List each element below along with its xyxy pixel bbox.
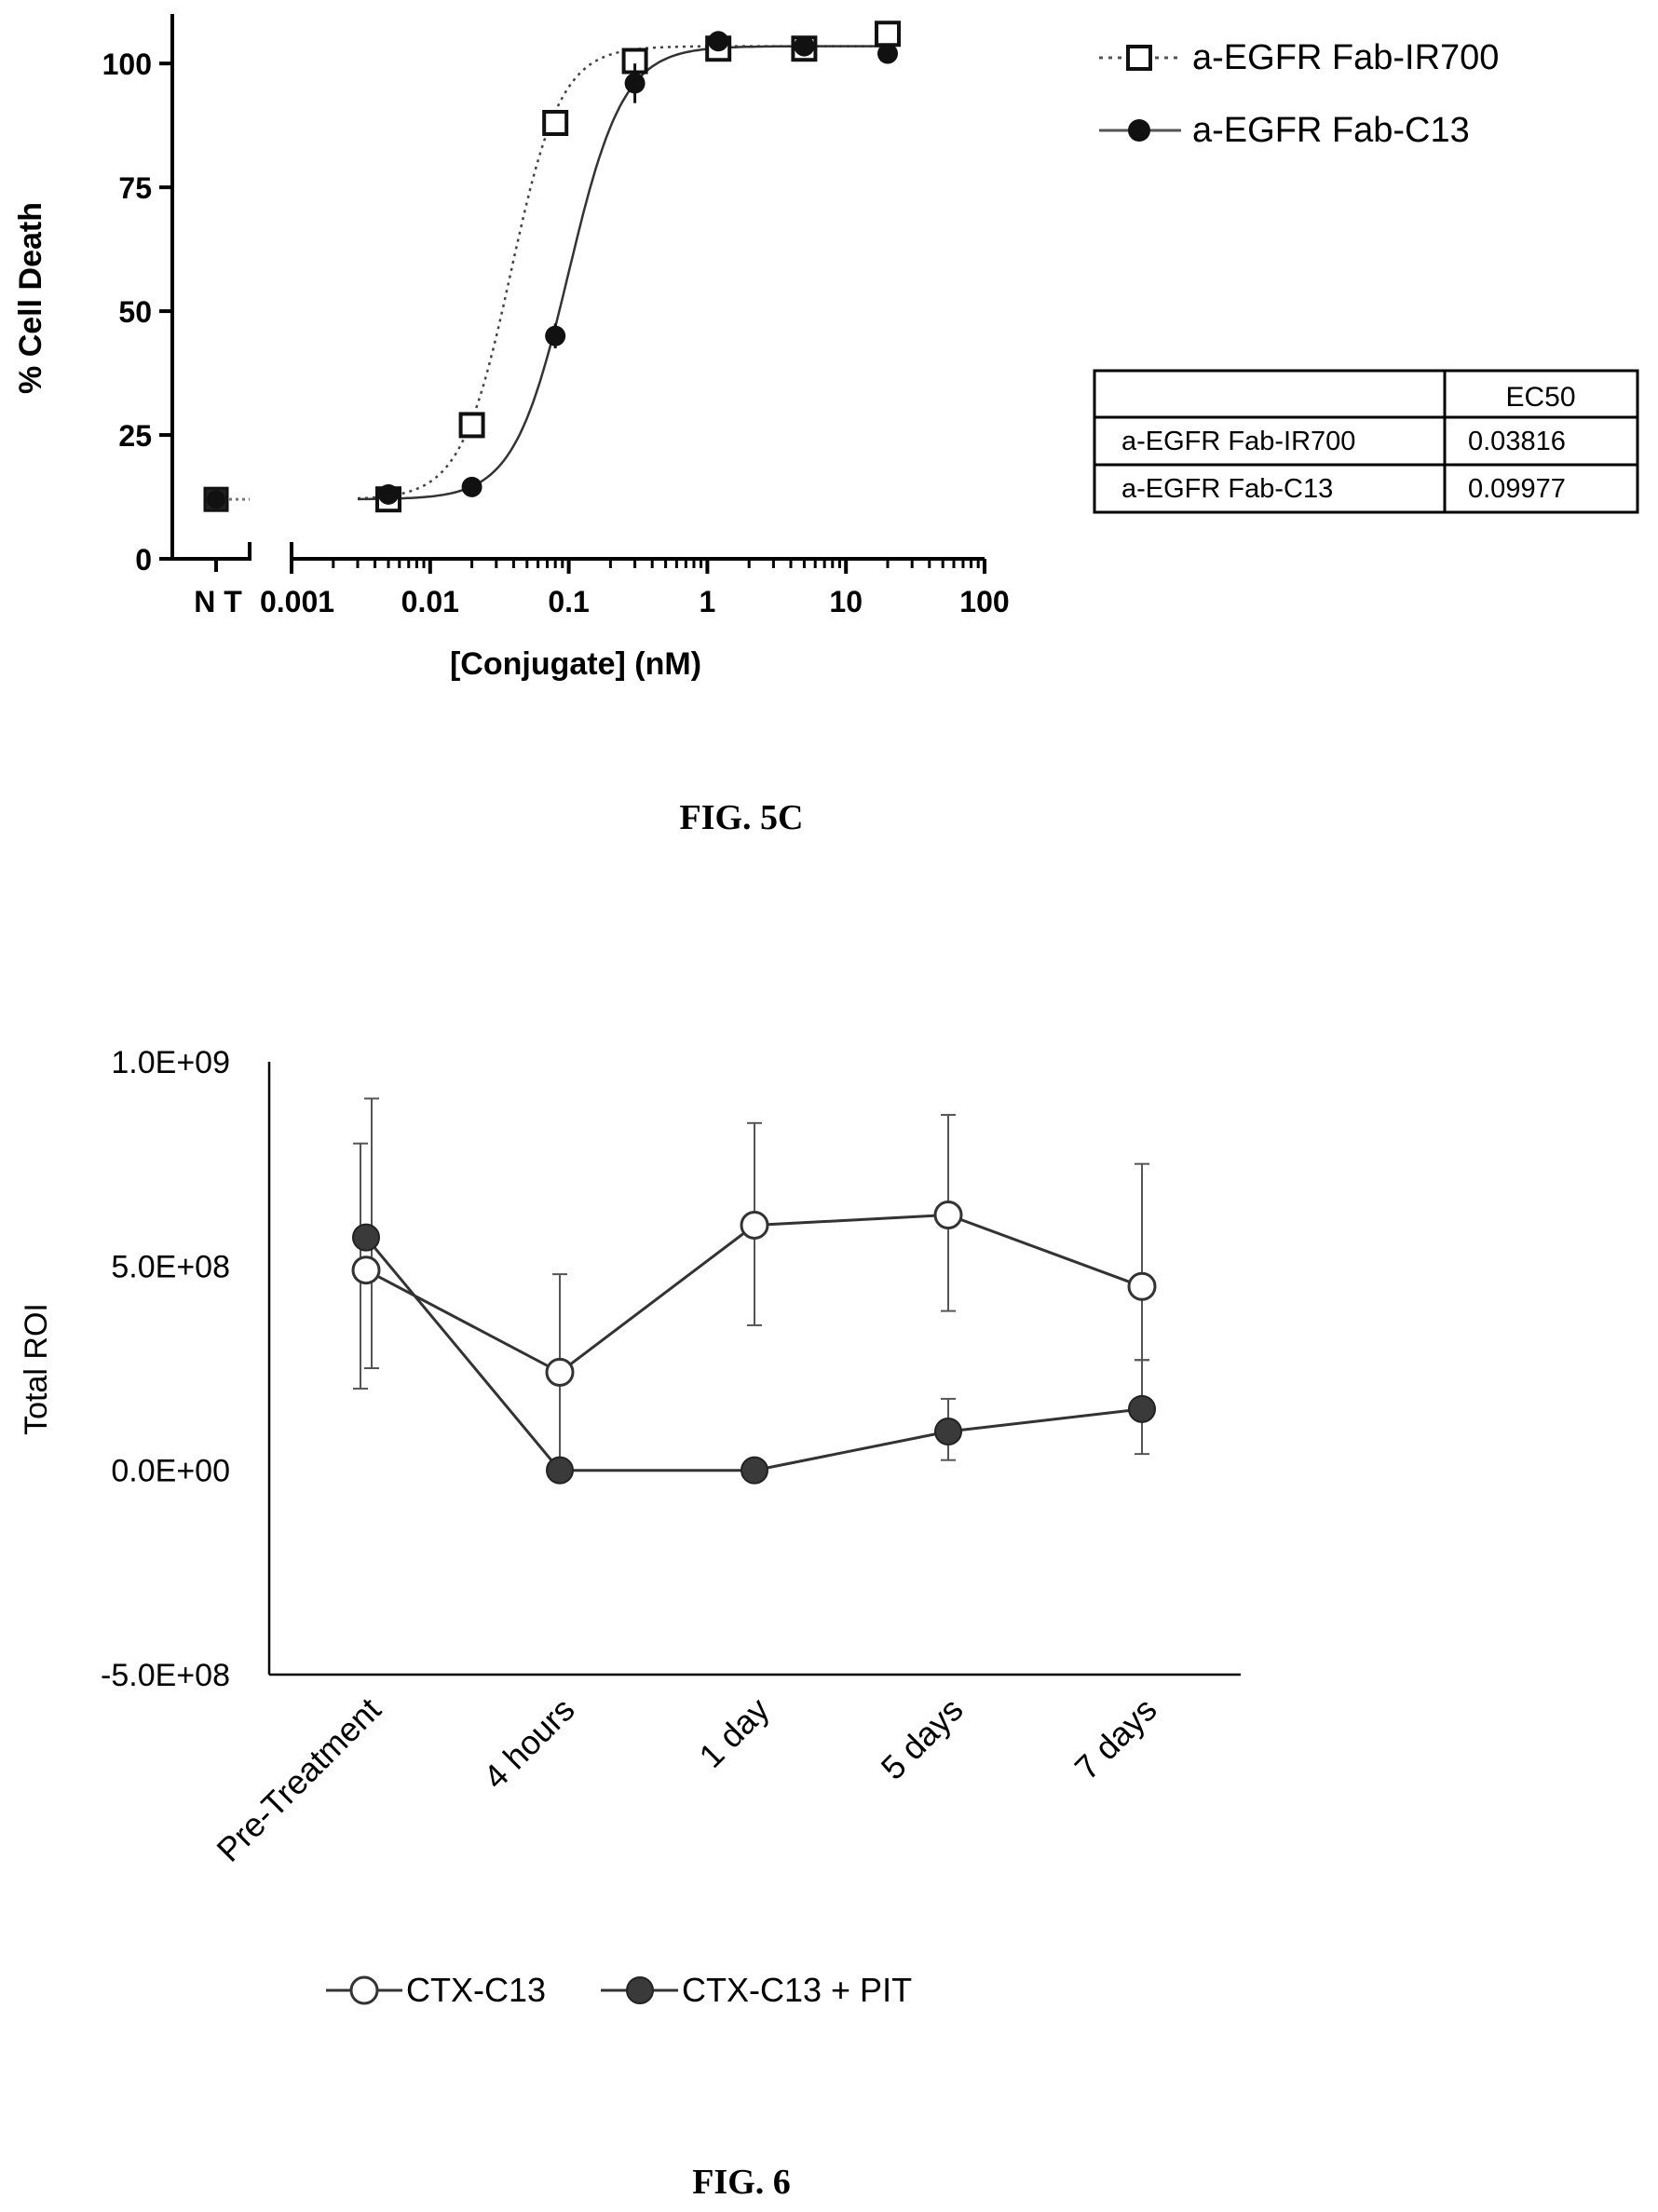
y-tick-label: -5.0E+08 (101, 1658, 230, 1693)
x-category-label: 7 days (1067, 1690, 1164, 1787)
dose-response-ticks: 0 25 50 75 100 N T 0.001 0.01 0.1 1 10 100 (102, 47, 1010, 618)
data-point-c13 (545, 325, 566, 346)
dose-response-legend: a-EGFR Fab-IR700 a-EGFR Fab-C13 (1099, 38, 1499, 150)
data-point-ir700 (458, 412, 485, 439)
ec50-row-label: a-EGFR Fab-C13 (1121, 474, 1333, 504)
legend-pit-label: CTX-C13 + PIT (682, 1971, 912, 2009)
y-tick-label: 75 (118, 171, 152, 205)
ec50-row-label: a-EGFR Fab-IR700 (1121, 427, 1355, 456)
figure-caption-5c: FIG. 5C (680, 798, 804, 837)
legend-ir700-label: a-EGFR Fab-IR700 (1192, 38, 1499, 77)
data-point-c13 (877, 43, 898, 64)
dose-response-chart: 0 25 50 75 100 N T 0.001 0.01 0.1 1 10 100 % Cell D… (13, 14, 1639, 837)
x-category-label: 1 day (691, 1690, 776, 1775)
data-point-ctx-c13-pit (741, 1456, 768, 1485)
x-tick-label: 10 (829, 585, 863, 618)
ec50-row-value: 0.03816 (1468, 427, 1566, 456)
data-point-ctx-c13-pit (352, 1223, 380, 1252)
data-point-ctx-c13-pit (1128, 1394, 1156, 1423)
y-axis-label: Total ROI (19, 1303, 54, 1435)
legend-ctx-label: CTX-C13 (406, 1971, 546, 2009)
y-tick-label: 100 (102, 47, 152, 81)
ec50-row-value: 0.09977 (1468, 474, 1566, 504)
dose-response-points (203, 20, 901, 513)
x-tick-label: 0.1 (548, 585, 589, 618)
roi-ticks: 1.0E+09 5.0E+08 0.0E+00 -5.0E+08Pre-Treatme… (101, 1045, 1164, 1869)
x-tick-label: 1 (700, 585, 716, 618)
data-point-c13 (378, 483, 400, 505)
data-point-ctx-c13-pit (934, 1417, 962, 1445)
x-category-label: 4 hours (476, 1690, 582, 1797)
legend-c13-marker (1128, 119, 1150, 142)
data-point-ctx-c13 (933, 1201, 963, 1229)
ec50-header: EC50 (1505, 382, 1575, 413)
legend-ir700-marker (1126, 45, 1152, 71)
data-point-c13 (624, 73, 646, 94)
data-point-ctx-c13 (740, 1210, 769, 1240)
roi-legend: CTX-C13 CTX-C13 + PIT (326, 1971, 912, 2009)
legend-c13-label: a-EGFR Fab-C13 (1192, 111, 1470, 150)
data-point-ir700 (542, 110, 569, 136)
x-tick-label: 0.01 (401, 585, 459, 618)
data-point-ctx-c13 (1127, 1271, 1157, 1301)
roi-axes (267, 1062, 1241, 1676)
x-category-label: 5 days (874, 1690, 971, 1787)
y-tick-label: 5.0E+08 (111, 1249, 230, 1284)
data-point-c13 (461, 476, 482, 497)
y-tick-label: 50 (118, 295, 152, 329)
roi-timecourse-chart: 1.0E+09 5.0E+08 0.0E+00 -5.0E+08Pre-Treatme… (19, 1045, 1241, 2202)
roi-error-bars (353, 1097, 1149, 1472)
y-tick-label: 0 (135, 543, 152, 577)
x-tick-label-nt: N T (194, 585, 242, 618)
dose-response-axes (170, 14, 985, 561)
nt-marker-c13 (207, 490, 225, 509)
legend-pit-marker (626, 1976, 654, 2004)
x-tick-label: 100 (959, 585, 1009, 618)
ec50-table: EC50 a-EGFR Fab-IR700 0.03816 a-EGFR Fab… (1093, 369, 1639, 514)
y-tick-label: 0.0E+00 (111, 1454, 230, 1489)
roi-points (351, 1201, 1157, 1485)
y-tick-label: 25 (118, 419, 152, 453)
y-tick-label: 1.0E+09 (111, 1045, 230, 1080)
data-point-ctx-c13 (545, 1357, 575, 1387)
legend-ctx-marker (349, 1975, 379, 2005)
data-point-ctx-c13-pit (546, 1456, 574, 1485)
data-point-c13 (708, 31, 729, 52)
fit-curve-ir700 (357, 45, 888, 500)
fit-curve-c13 (357, 45, 888, 501)
x-tick-label: 0.001 (260, 585, 334, 618)
y-axis-label: % Cell Death (13, 202, 48, 394)
data-point-c13 (794, 35, 815, 57)
x-axis-label: [Conjugate] (nM) (450, 646, 701, 682)
data-point-ctx-c13 (351, 1255, 381, 1285)
data-point-ir700 (874, 20, 901, 47)
figure-caption-6: FIG. 6 (692, 2163, 791, 2202)
x-category-label: Pre-Treatment (210, 1690, 388, 1869)
